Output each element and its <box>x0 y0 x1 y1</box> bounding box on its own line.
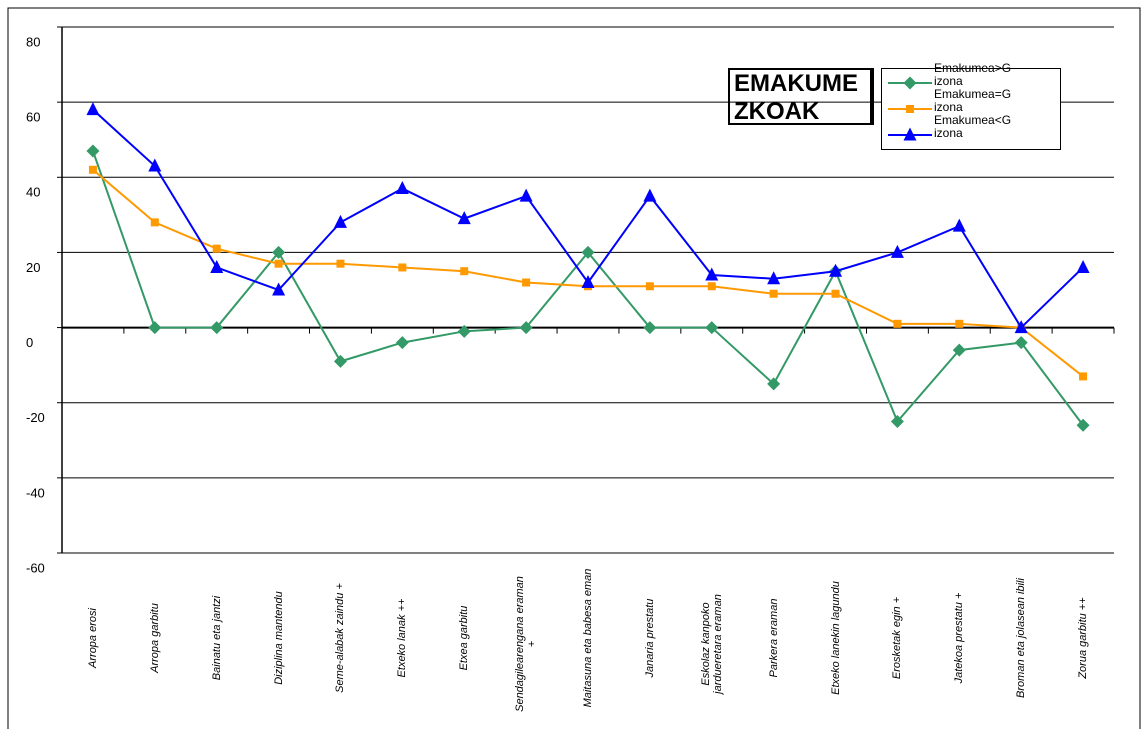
point <box>831 289 840 298</box>
point <box>395 181 409 195</box>
point <box>272 245 286 259</box>
frame <box>7 7 1141 729</box>
x-tick-label: Etxeko lanak ++ <box>396 598 409 678</box>
x-tick-label: Etxea garbitu <box>458 605 471 671</box>
y-tick-label: 20 <box>26 260 40 275</box>
y-tick-label: -60 <box>26 560 45 575</box>
point <box>150 218 159 227</box>
x-tick-label: Eskolaz kanpoko jardueretara eraman <box>699 594 724 694</box>
point <box>767 271 781 285</box>
point <box>1014 320 1028 334</box>
point <box>769 289 778 298</box>
point <box>519 321 533 335</box>
x-tick-label: Zorua garbitu ++ <box>1077 597 1090 679</box>
point <box>643 188 657 202</box>
y-tick-label: 80 <box>26 34 40 49</box>
x-tick-label: Arropa erosi <box>86 608 99 668</box>
point <box>1076 418 1090 432</box>
x-tick-label: Parkera eraman <box>767 598 780 678</box>
point <box>522 278 531 287</box>
point <box>333 354 347 368</box>
point <box>952 343 966 357</box>
x-tick-label: Arropa garbitu <box>148 603 161 673</box>
x-tick-label: Sendagilearengana eraman + <box>514 576 539 712</box>
chart-title: EMAKUMEZKOAK <box>728 68 874 125</box>
point <box>581 245 595 259</box>
y-tick-label: 60 <box>26 110 40 125</box>
point <box>643 321 657 335</box>
x-tick-label: Diziplina mantendu <box>272 591 285 685</box>
y-tick-label: 40 <box>26 185 40 200</box>
point <box>395 336 409 350</box>
series-line <box>92 169 1084 378</box>
point <box>336 259 345 268</box>
y-tick-label: 0 <box>26 335 33 350</box>
point <box>457 324 471 338</box>
point <box>906 105 914 113</box>
legend-symbols <box>888 76 932 141</box>
point <box>707 282 716 291</box>
point <box>210 259 224 273</box>
x-tick-label: Bainatu eta jantzi <box>210 595 223 681</box>
point <box>148 158 162 172</box>
point <box>398 263 407 272</box>
point <box>1076 259 1090 273</box>
x-tick-label: Erosketak egin + <box>891 596 904 680</box>
point <box>952 218 966 232</box>
x-tick-label: Maitasuna eta babesa eman <box>582 568 594 708</box>
point <box>893 319 902 328</box>
point <box>212 244 221 253</box>
x-tick-label: Etxeko lanekin lagundu <box>829 581 842 695</box>
point <box>460 267 469 276</box>
point <box>333 214 347 228</box>
point <box>890 415 904 428</box>
point <box>272 282 286 296</box>
point <box>903 127 917 141</box>
point <box>955 319 964 328</box>
point <box>829 263 843 277</box>
point <box>1014 336 1028 350</box>
point <box>1079 372 1088 381</box>
legend-label: Emakumea<Gizona <box>934 113 1012 140</box>
point <box>88 165 97 174</box>
point <box>457 211 471 225</box>
point <box>890 244 904 258</box>
point <box>767 377 781 391</box>
x-tick-label: Seme-alabak zaindu + <box>334 583 347 693</box>
point <box>274 259 283 268</box>
legend: Emakumea>Gizona Emakumea=Gizona Emakumea<G… <box>881 62 1061 150</box>
point <box>519 188 533 202</box>
y-tick-label: -20 <box>26 410 45 425</box>
point <box>148 321 162 335</box>
x-tick-label: Janaria prestatu <box>643 598 656 678</box>
point <box>86 144 100 158</box>
point <box>705 267 719 281</box>
point <box>645 282 654 291</box>
point <box>210 321 224 335</box>
point <box>903 76 917 90</box>
point <box>705 321 719 335</box>
x-tick-label: Jatekoa prestatu + <box>953 592 966 684</box>
point <box>581 274 595 288</box>
y-tick-label: -40 <box>26 485 45 500</box>
x-tick-label: Broman eta jolasean ibili <box>1015 578 1028 698</box>
point <box>86 102 100 116</box>
legend-label: Emakumea>Gizona <box>934 61 1012 88</box>
legend-label: Emakumea=Gizona <box>934 87 1012 114</box>
